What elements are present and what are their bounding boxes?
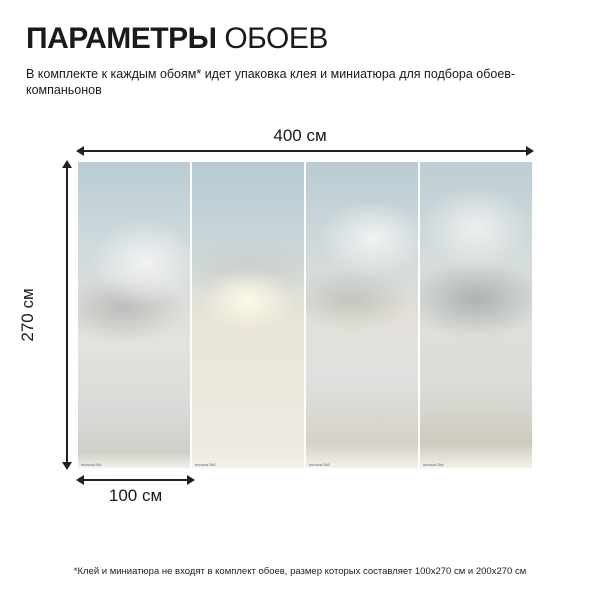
panel-2: полоса №2 — [192, 162, 304, 468]
title-bold: ПАРАМЕТРЫ — [26, 22, 217, 55]
panel-4: полоса №4 — [420, 162, 532, 468]
title-light: ОБОЕВ — [224, 22, 328, 55]
panel-3: полоса №3 — [306, 162, 418, 468]
panel-1: полоса №1 — [78, 162, 190, 468]
height-label: 270 см — [18, 288, 37, 342]
subtitle: В комплекте к каждым обоям* идет упаковк… — [26, 67, 516, 97]
width-arrow — [76, 146, 534, 156]
footnote: *Клей и миниатюра не входят в комплект о… — [73, 566, 527, 577]
panel-width-arrow — [76, 475, 195, 485]
height-arrow — [62, 160, 72, 470]
panel-label: полоса №4 — [423, 462, 444, 467]
panel-width-label: 100 см — [108, 486, 163, 505]
panel-label: полоса №2 — [195, 462, 216, 467]
wallpaper-preview: полоса №1 полоса №2 полоса №3 полоса №4 — [78, 162, 532, 468]
panel-label: полоса №1 — [81, 462, 102, 467]
width-label: 400 см — [273, 126, 327, 145]
page-title: ПАРАМЕТРЫ ОБОЕВ — [26, 22, 328, 56]
panel-label: полоса №3 — [309, 462, 330, 467]
